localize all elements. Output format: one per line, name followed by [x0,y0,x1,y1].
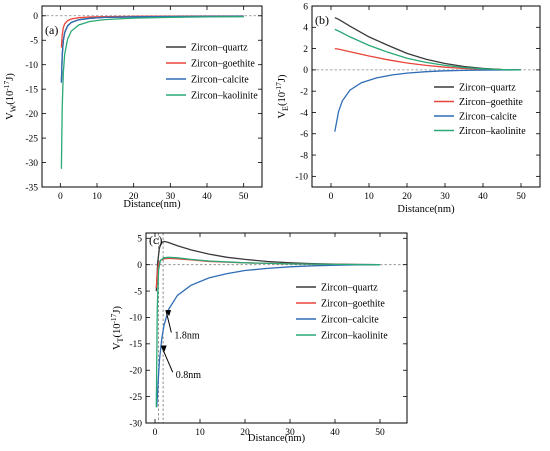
panel-c-ytick-label-6: 0 [137,261,142,271]
panel-a-legend-label-2: Zircon–calcite [191,75,249,86]
panel-c-panel-label: (c) [149,233,162,247]
panel-b-yaxis-title-sub: E [281,106,290,111]
panel-a-series-3-line [60,16,244,169]
panel-c-legend-label-3: Zircon–kaolinite [321,331,388,342]
panel-a-xtick-label-2: 20 [129,192,139,202]
panel-c-axes-frame [145,232,408,424]
panel-b-ytick-label-7: 4 [303,24,308,34]
panel-c-annotation-arrow-0 [165,310,172,333]
panel-c-yaxis-title-unit: (10 [112,324,123,338]
panel-b-yaxis-title-unit: (10 [277,92,288,106]
panel-c-yaxis-title: VT(10-17J) [109,305,125,350]
panel-a-xtick-label-3: 30 [166,192,176,202]
panel-b-legend-label-3: Zircon–kaolinite [459,126,526,137]
panel-b-legend-label-2: Zircon–calcite [459,112,517,123]
panel-c-ytick-label-5: -5 [134,287,142,297]
panel-c-yaxis-title-base: V [112,342,123,350]
panel-b: 0 10 20 30 40 50 -10 -8 -6 -4 -2 0 2 4 6 Distance(nm) VE… [274,2,541,215]
panel-a-xtick-label-0: 0 [58,192,63,202]
panel-b-xaxis-title: Distance(nm) [397,204,455,215]
panel-c-annotation-arrow-1 [161,346,174,373]
panel-a: 0 10 20 30 40 50 -35 -30 -25 -20 -15 -10 -5 0 Distance… [2,5,263,210]
panel-a-legend-label-3: Zircon–kaolinite [191,91,258,102]
panel-b-legend-label-1: Zircon–goethite [459,97,523,108]
panel-a-xtick-label-1: 10 [92,192,102,202]
panel-b-xtick-label-2: 20 [402,192,412,202]
panel-c-yaxis-title-exp: -17 [109,313,118,323]
panel-b-ytick-label-2: -6 [300,130,308,140]
panel-b-yaxis-title-exp: -17 [274,82,283,92]
panel-b-ytick-label-0: -10 [295,173,308,183]
panel-a-series-2-line [60,15,244,83]
panel-b-xtick-label-3: 30 [440,192,450,202]
panel-c-legend-label-2: Zircon–calcite [321,315,379,326]
panel-c-annotation-0: 1.8nm [174,331,200,342]
panel-a-ytick-label-2: -25 [25,134,38,144]
panel-a-ytick-label-1: -30 [25,159,38,169]
panel-a-ytick-label-3: -20 [25,110,38,120]
panel-c-legend-label-1: Zircon–goethite [321,299,385,310]
panel-c-yaxis-title-tail: J) [112,305,123,313]
panel-a-ytick-label-5: -10 [25,61,38,71]
panel-b-ytick-label-3: -4 [300,109,308,119]
panel-a-ytick-label-0: -35 [25,183,38,193]
panel-b-panel-label: (b) [315,13,329,27]
panel-c: 0 10 20 30 40 50 -30 -25 -20 -15 -10 -5 0 5 Distance(n… [109,232,408,444]
panel-b-xtick-label-4: 40 [478,192,488,202]
panel-a-ytick-label-6: -5 [30,37,38,47]
panel-b-xtick-label-5: 50 [516,192,526,202]
panel-b-xtick-label-1: 10 [364,192,374,202]
panel-c-annotation-arrowhead-0 [165,310,172,317]
panel-b-ytick-label-1: -8 [300,151,308,161]
panel-c-legend-label-0: Zircon–quartz [321,283,378,294]
panel-c-ytick-label-0: -30 [129,419,142,429]
panel-a-yaxis-title-exp: -17 [2,80,11,90]
panel-c-ytick-label-4: -10 [129,314,142,324]
panel-b-axes-frame [311,5,541,188]
panel-b-yaxis-title-tail: J) [277,74,288,82]
panel-a-yaxis-title-unit: (10 [5,91,16,105]
panel-b-legend-label-0: Zircon–quartz [459,83,516,94]
panel-a-legend-label-1: Zircon–goethite [191,59,255,70]
panel-a-legend-label-0: Zircon–quartz [191,43,248,54]
panel-a-axes-frame [41,5,263,188]
panel-a-yaxis-title: VW(10-17J) [2,73,18,120]
panel-a-xaxis-title: Distance(nm) [123,199,181,210]
panel-c-xtick-label-5: 50 [375,428,385,438]
panel-c-xtick-label-1: 10 [195,428,205,438]
panel-b-ytick-label-5: 0 [303,66,308,76]
panel-c-yaxis-title-sub: T [116,337,125,342]
panel-c-annotation-arrowhead-1 [160,345,167,352]
panel-a-yaxis-title-base: V [5,112,16,120]
panel-a-yaxis-title-sub: W [9,104,18,112]
panel-a-xtick-label-5: 50 [239,192,249,202]
panel-c-ytick-label-3: -15 [129,340,142,350]
panel-c-xtick-label-3: 30 [285,428,295,438]
panel-a-yaxis-title-tail: J) [5,73,16,81]
panel-c-ytick-label-2: -20 [129,367,142,377]
panel-b-yaxis-title: VE(10-17J) [274,74,290,119]
panel-c-ytick-label-1: -25 [129,393,142,403]
panel-b-yaxis-title-base: V [277,111,288,119]
panel-c-annotation-1: 0.8nm [176,370,202,381]
panel-a-xtick-label-4: 40 [202,192,212,202]
panel-c-xaxis-title: Distance(nm) [248,433,306,444]
panel-b-ytick-label-6: 2 [303,45,308,55]
panel-b-series-2-line [334,69,522,132]
panel-a-ytick-label-4: -15 [25,85,38,95]
panel-c-xtick-label-0: 0 [153,428,158,438]
panel-c-xtick-label-4: 40 [330,428,340,438]
panel-c-ytick-label-7: 5 [137,235,142,245]
panel-b-ytick-label-8: 6 [303,2,308,12]
panel-a-panel-label: (a) [45,23,58,37]
panel-b-ytick-label-4: -2 [300,87,308,97]
panel-a-ytick-label-7: 0 [33,12,38,22]
panel-c-xtick-label-2: 20 [240,428,250,438]
panel-c-series-3-line [155,256,381,408]
panel-b-xtick-label-0: 0 [329,192,334,202]
panel-b-series-3-line [334,28,522,71]
